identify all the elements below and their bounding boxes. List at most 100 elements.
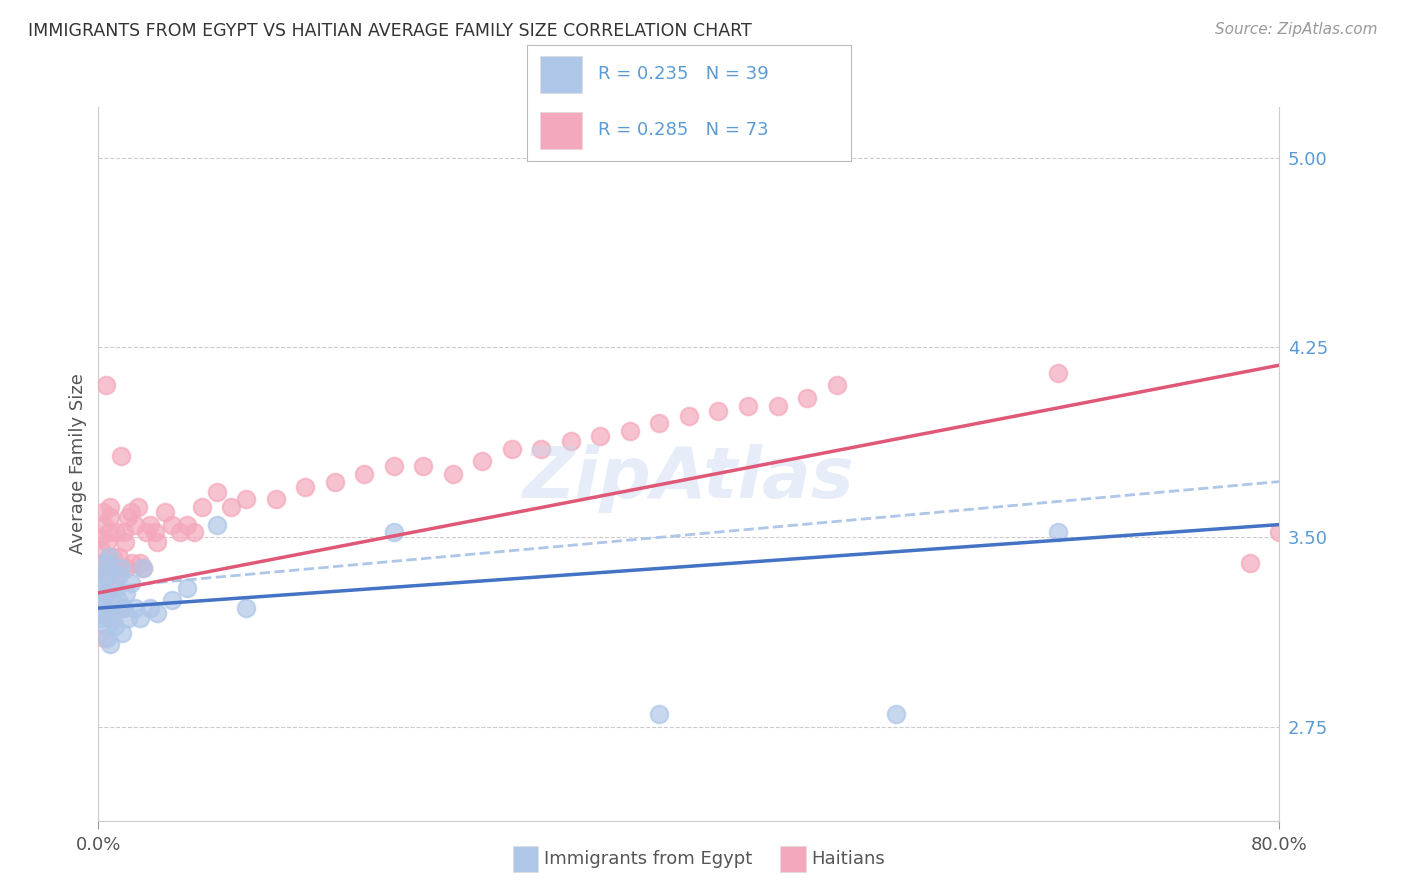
Point: [89, 560, 111, 574]
Point: [93, 517, 115, 532]
Point: [176, 517, 198, 532]
Point: [766, 399, 789, 413]
Point: [91, 505, 114, 519]
Point: [94, 556, 117, 570]
Point: [648, 417, 671, 431]
Point: [91, 606, 114, 620]
Point: [183, 525, 205, 540]
Point: [441, 467, 464, 481]
Point: [1046, 525, 1069, 540]
Point: [110, 560, 132, 574]
Point: [94, 606, 117, 620]
Point: [98, 510, 121, 524]
Point: [93, 632, 115, 646]
Point: [117, 611, 139, 625]
Point: [619, 424, 641, 438]
Point: [884, 707, 907, 722]
Point: [146, 535, 169, 549]
Point: [104, 619, 127, 633]
Point: [112, 601, 135, 615]
Point: [825, 378, 848, 392]
Point: [796, 391, 818, 405]
Point: [94, 378, 117, 392]
Point: [127, 500, 149, 514]
Point: [353, 467, 375, 481]
Point: [111, 601, 134, 615]
Point: [97, 525, 120, 540]
FancyBboxPatch shape: [540, 112, 582, 149]
Point: [124, 601, 146, 615]
Point: [501, 442, 523, 456]
Point: [98, 500, 121, 514]
Point: [93, 586, 115, 600]
Point: [162, 517, 183, 532]
Point: [264, 492, 287, 507]
Text: Immigrants from Egypt: Immigrants from Egypt: [544, 850, 752, 868]
Point: [94, 619, 117, 633]
Point: [648, 707, 671, 722]
Point: [105, 525, 128, 540]
Point: [382, 525, 405, 540]
Point: [235, 601, 257, 615]
Point: [96, 535, 118, 549]
Point: [678, 409, 700, 423]
Text: R = 0.235   N = 39: R = 0.235 N = 39: [599, 65, 769, 83]
Point: [128, 611, 150, 625]
Point: [114, 535, 136, 549]
Point: [169, 525, 191, 540]
Point: [707, 403, 730, 417]
Point: [117, 510, 139, 524]
Point: [121, 556, 143, 570]
Point: [128, 556, 150, 570]
Text: R = 0.285   N = 73: R = 0.285 N = 73: [599, 120, 769, 139]
Point: [97, 611, 120, 625]
Point: [100, 611, 122, 625]
Point: [235, 492, 257, 507]
Point: [412, 459, 434, 474]
Point: [90, 606, 112, 620]
Point: [1268, 525, 1291, 540]
Text: ZipAtlas: ZipAtlas: [523, 443, 855, 513]
Point: [589, 429, 612, 443]
Point: [90, 611, 112, 625]
Point: [135, 525, 157, 540]
Point: [111, 626, 134, 640]
Point: [90, 542, 112, 557]
Point: [97, 550, 120, 565]
Point: [191, 500, 214, 514]
Point: [110, 449, 132, 463]
Point: [737, 399, 759, 413]
Point: [560, 434, 582, 448]
Point: [100, 593, 122, 607]
Point: [471, 454, 494, 468]
Point: [93, 601, 115, 615]
Point: [205, 484, 228, 499]
Point: [146, 606, 169, 620]
Point: [103, 606, 125, 620]
Point: [115, 586, 138, 600]
Point: [97, 568, 120, 582]
Point: [219, 500, 242, 514]
Point: [89, 530, 111, 544]
Text: Haitians: Haitians: [811, 850, 884, 868]
Point: [108, 550, 131, 565]
Text: Source: ZipAtlas.com: Source: ZipAtlas.com: [1215, 22, 1378, 37]
Point: [382, 459, 405, 474]
Point: [96, 586, 118, 600]
Point: [120, 505, 142, 519]
Point: [162, 593, 183, 607]
Point: [530, 442, 553, 456]
Point: [98, 636, 121, 650]
Point: [124, 517, 146, 532]
Point: [143, 525, 166, 540]
Point: [1239, 556, 1261, 570]
Point: [96, 632, 118, 646]
Point: [105, 581, 128, 595]
FancyBboxPatch shape: [540, 56, 582, 94]
Point: [103, 550, 125, 565]
Point: [323, 475, 346, 489]
Point: [91, 568, 114, 582]
Y-axis label: Average Family Size: Average Family Size: [69, 374, 87, 554]
Point: [132, 560, 155, 574]
Point: [91, 556, 114, 570]
